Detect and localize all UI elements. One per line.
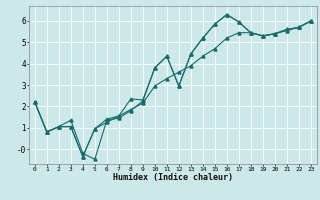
X-axis label: Humidex (Indice chaleur): Humidex (Indice chaleur): [113, 173, 233, 182]
